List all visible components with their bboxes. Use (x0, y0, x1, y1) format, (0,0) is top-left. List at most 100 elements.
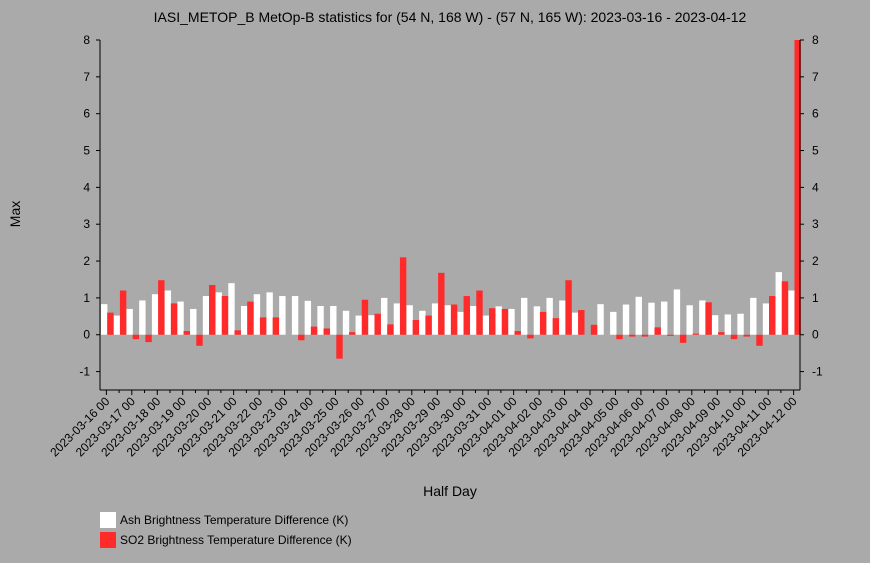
so2-bar (718, 332, 725, 335)
ash-bar (457, 311, 464, 335)
so2-bar (476, 290, 483, 335)
x-axis-label: Half Day (423, 483, 477, 499)
ash-bar (342, 310, 350, 335)
ash-bar (635, 296, 642, 335)
so2-bar (234, 330, 241, 335)
y-tick-label: 5 (83, 144, 90, 158)
legend-swatch-ash (100, 512, 116, 528)
so2-bar (641, 334, 649, 337)
so2-bar (310, 326, 318, 335)
y-tick-label: 1 (83, 291, 90, 305)
so2-bar (323, 328, 330, 335)
ash-bar (661, 301, 668, 335)
legend-swatch-so2 (100, 532, 116, 548)
ash-bar (304, 300, 312, 335)
ash-bar (330, 306, 337, 335)
so2-bar (527, 334, 534, 339)
so2-bar (399, 257, 407, 335)
so2-bar (221, 296, 229, 335)
y-tick-label-right: 3 (812, 217, 819, 231)
so2-bar (387, 324, 394, 335)
ash-bar (291, 296, 299, 335)
ash-bar (711, 315, 719, 335)
ash-bar (164, 290, 172, 335)
so2-bar (158, 280, 165, 335)
so2-bar (183, 331, 190, 335)
so2-bar (667, 334, 674, 336)
y-tick-label: 8 (83, 33, 90, 47)
ash-bar (215, 292, 222, 335)
so2-bar (374, 313, 381, 335)
ash-bar (139, 300, 146, 335)
so2-bar (425, 315, 432, 335)
so2-bar (730, 334, 738, 340)
so2-bar (209, 285, 216, 335)
ash-bar (559, 300, 566, 335)
so2-bar (578, 310, 585, 335)
so2-bar (259, 317, 267, 335)
y-tick-label: 2 (83, 254, 90, 268)
y-tick-label: -1 (79, 365, 90, 379)
ash-bar (699, 300, 706, 335)
ash-bar (788, 290, 795, 335)
ash-bar (495, 306, 502, 335)
so2-bar (654, 327, 661, 335)
ash-bar (521, 297, 528, 335)
ash-bar (101, 304, 108, 335)
so2-bar (438, 272, 445, 335)
y-axis-label: Max (7, 201, 23, 227)
legend-item-ash: Ash Brightness Temperature Difference (K… (100, 512, 348, 528)
so2-bar (170, 303, 178, 335)
ash-bar (686, 305, 693, 335)
ash-bar (266, 292, 273, 335)
so2-bar (514, 331, 521, 335)
y-tick-label: 4 (83, 180, 90, 194)
ash-bar (241, 306, 248, 335)
so2-bar (463, 296, 470, 335)
ash-bar (368, 315, 375, 335)
y-tick-label-right: -1 (812, 365, 823, 379)
y-tick-label: 3 (83, 217, 90, 231)
ash-bar (482, 315, 490, 335)
y-tick-label-right: 2 (812, 254, 819, 268)
so2-bar (616, 334, 623, 340)
ash-bar (610, 311, 617, 335)
so2-bar (539, 311, 547, 335)
so2-bar (412, 320, 420, 335)
ash-bar (151, 294, 159, 335)
ash-bar (279, 296, 286, 335)
ash-bar (444, 305, 452, 335)
so2-bar (298, 334, 305, 341)
y-tick-label: 0 (83, 328, 90, 342)
y-tick-label-right: 8 (812, 33, 819, 47)
ash-bar (317, 306, 324, 335)
ash-bar (190, 308, 197, 335)
ash-bar (673, 289, 681, 335)
legend-item-so2: SO2 Brightness Temperature Difference (K… (100, 532, 352, 548)
ash-bar (126, 308, 133, 335)
ash-bar (419, 310, 426, 335)
so2-bar (119, 290, 127, 335)
so2-bar (196, 334, 203, 346)
y-tick-label-right: 1 (812, 291, 819, 305)
ash-bar (622, 304, 630, 335)
so2-bar (629, 334, 636, 337)
ash-bar (228, 283, 235, 335)
ash-bar (393, 303, 401, 335)
so2-bar (336, 334, 343, 359)
ash-bar (113, 315, 121, 335)
ash-bar (546, 297, 553, 335)
so2-bar (679, 334, 687, 343)
ash-bar (775, 272, 782, 335)
ash-bar (724, 314, 732, 335)
ash-bar (762, 303, 770, 335)
so2-bar (247, 301, 254, 335)
y-tick-label-right: 4 (812, 180, 819, 194)
ash-bar (431, 303, 439, 335)
ash-bar (737, 313, 744, 335)
so2-bar (565, 280, 572, 335)
so2-bar (145, 334, 152, 343)
so2-bar (769, 296, 776, 335)
